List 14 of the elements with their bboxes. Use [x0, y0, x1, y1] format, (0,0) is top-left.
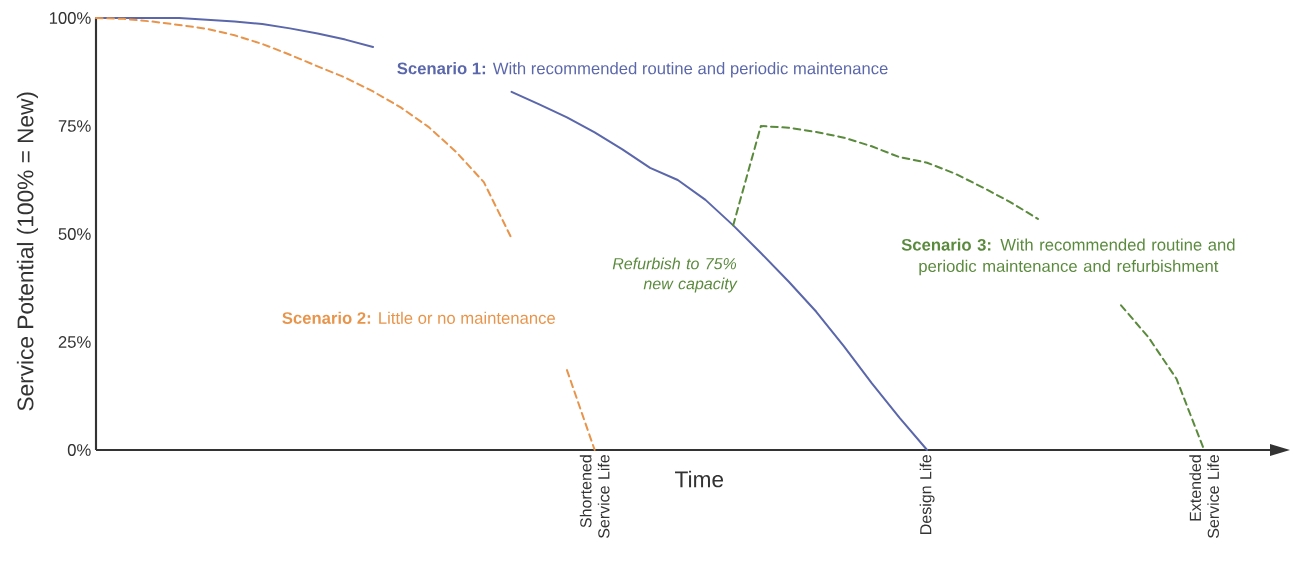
y-tick-label: 0% [67, 444, 91, 456]
x-tick-label: Shortened Service Life [579, 455, 610, 539]
annotation: Refurbish to 75% new capacity [612, 257, 738, 293]
y-tick-label: 50% [58, 228, 91, 240]
text: Scenario 2: Little or no maintenance [282, 311, 555, 324]
x-tick-label: Extended Service Life [1189, 455, 1219, 539]
y-tick-label: 75% [58, 120, 91, 132]
y-axis-title: Service Potential (100% = New) [16, 92, 38, 411]
x-axis-title: Time [675, 470, 724, 488]
y-tick-label: 100% [49, 12, 91, 24]
series-label: Scenario 1: With recommended routine and periodic maintenance [397, 62, 888, 78]
x-tick-label: Design Life [919, 455, 935, 534]
text: Scenario 3: With recommended routine and periodic maintenance and refurbishment [901, 238, 1235, 276]
y-tick-label: 25% [58, 336, 91, 348]
